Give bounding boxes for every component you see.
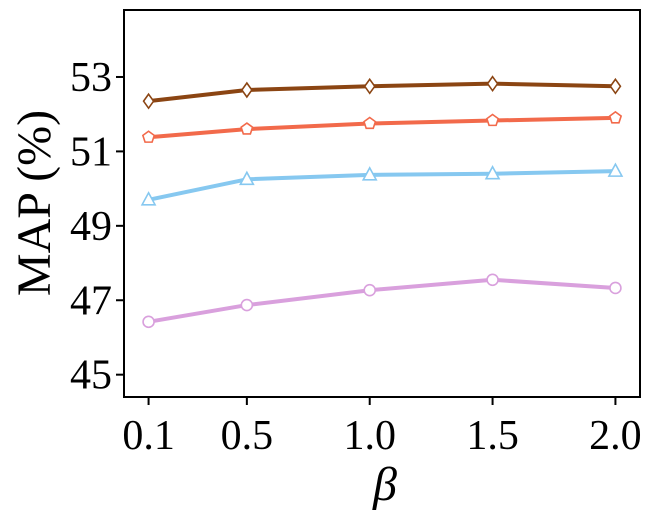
diamond-marker	[486, 75, 499, 93]
triangle-marker	[140, 191, 157, 206]
x-tick-label: 0.1	[122, 413, 175, 459]
circle-marker	[240, 298, 254, 312]
circle-marker	[363, 283, 377, 297]
diamond-marker	[142, 92, 155, 110]
y-axis-title: MAP (%)	[8, 110, 61, 296]
diamond-marker	[609, 77, 622, 95]
pentagon-marker	[485, 113, 500, 127]
x-tick-label: 0.5	[221, 413, 274, 459]
x-axis-title: β	[372, 458, 397, 511]
plot-frame	[123, 9, 641, 398]
y-tick-label: 51	[70, 129, 112, 175]
diamond-marker	[240, 81, 253, 99]
x-axis-ticks: 0.1 0.5 1.0 1.5 2.0	[122, 397, 642, 459]
series-line	[146, 81, 618, 104]
triangle-marker	[484, 165, 501, 180]
y-tick-label: 47	[70, 278, 112, 324]
series-line	[146, 115, 618, 140]
circle-marker	[609, 281, 622, 295]
diamond-marker	[363, 77, 376, 95]
pentagon-marker	[608, 110, 623, 124]
pentagon-marker	[240, 122, 254, 135]
x-tick-label: 1.0	[343, 413, 396, 459]
x-tick-label: 1.5	[466, 413, 519, 459]
triangle-marker	[607, 162, 624, 177]
triangle-marker	[239, 170, 255, 186]
pentagon-marker	[363, 116, 377, 130]
circle-marker	[486, 273, 499, 287]
y-tick-label: 53	[70, 55, 112, 101]
y-axis-ticks: 45 47 49 51 53	[70, 55, 124, 399]
series-line	[146, 169, 618, 202]
y-tick-label: 45	[70, 353, 112, 399]
triangle-marker	[361, 166, 378, 181]
series-layer	[140, 75, 624, 329]
x-tick-label: 2.0	[589, 413, 642, 459]
pentagon-marker	[141, 130, 156, 143]
y-tick-label: 49	[70, 204, 112, 250]
circle-marker	[142, 315, 155, 329]
series-line	[146, 277, 618, 324]
